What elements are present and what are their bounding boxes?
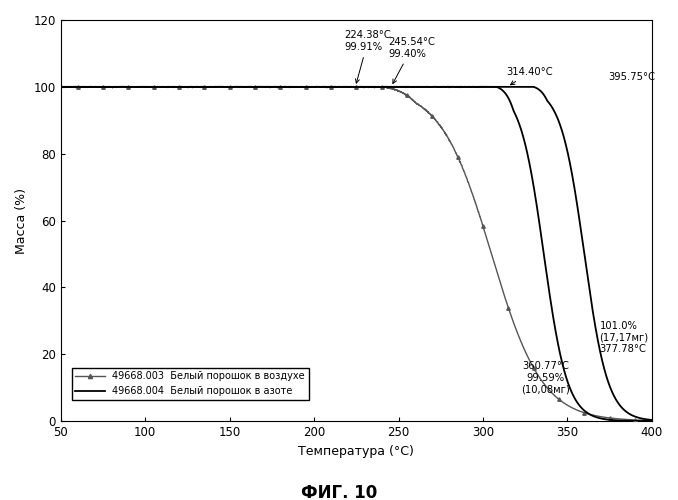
Text: 360.77°C
99.59%
(10,08мг): 360.77°C 99.59% (10,08мг) (521, 361, 570, 394)
Text: 314.40°C: 314.40°C (506, 67, 553, 84)
X-axis label: Температура (°C): Температура (°C) (298, 444, 414, 458)
Text: 224.38°C
99.91%: 224.38°C 99.91% (344, 30, 391, 83)
Text: 101.0%
(17,17мг)
377.78°C: 101.0% (17,17мг) 377.78°C (599, 321, 649, 354)
Text: 395.75°C: 395.75°C (608, 72, 655, 82)
Legend: 49668.003  Белый порошок в воздухе, 49668.004  Белый порошок в азоте: 49668.003 Белый порошок в воздухе, 49668… (72, 368, 309, 400)
Y-axis label: Масса (%): Масса (%) (15, 188, 28, 254)
Text: 245.54°C
99.40%: 245.54°C 99.40% (388, 37, 435, 84)
Text: ФИГ. 10: ФИГ. 10 (301, 484, 377, 500)
